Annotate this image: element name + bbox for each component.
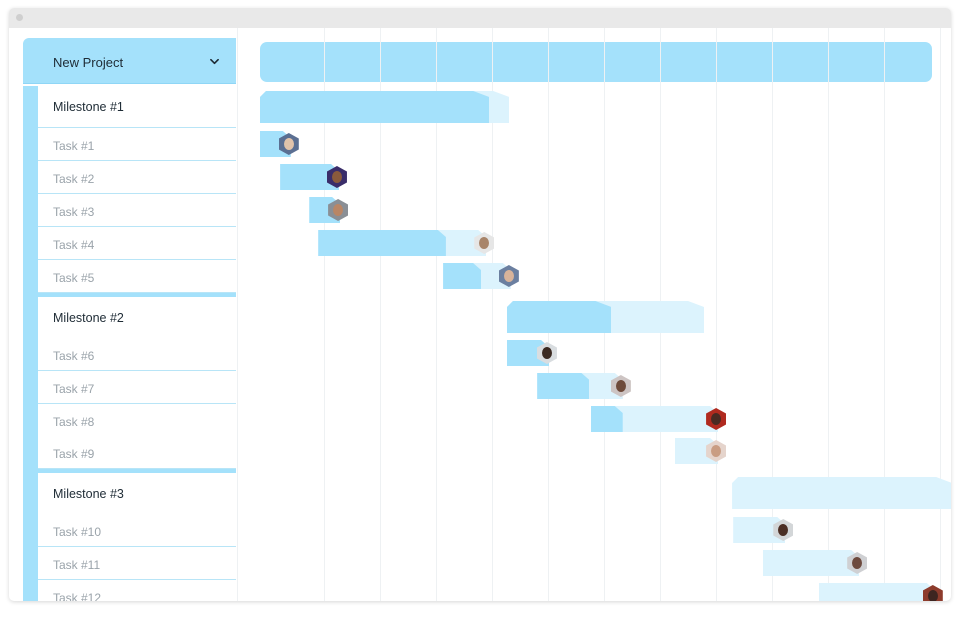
- bar-track: [819, 583, 935, 601]
- milestone-bar[interactable]: [260, 91, 509, 123]
- assignee-avatar[interactable]: [706, 408, 727, 430]
- task-label: Task #7: [53, 382, 95, 396]
- avatar-face: [927, 590, 938, 601]
- group-separator: [38, 469, 236, 473]
- task-label: Task #9: [53, 447, 95, 461]
- timeline-gridline: [716, 28, 717, 601]
- bar-track: [732, 477, 951, 509]
- avatar-face: [541, 347, 552, 359]
- window-control-dot[interactable]: [16, 14, 23, 21]
- avatar-face: [852, 557, 863, 569]
- avatar-face: [615, 380, 626, 392]
- timeline-chart: [237, 28, 951, 601]
- task-bar[interactable]: [819, 583, 935, 601]
- timeline-gridline: [324, 28, 325, 601]
- task-label: Task #4: [53, 238, 95, 252]
- avatar-face: [479, 237, 490, 249]
- task-row[interactable]: Task #4: [38, 227, 236, 260]
- app-window: New Project Milestone #1 Task #1 Task #2…: [9, 8, 951, 601]
- timeline-border: [237, 28, 238, 601]
- assignee-avatar[interactable]: [773, 519, 794, 541]
- milestone-row[interactable]: Milestone #2: [38, 297, 236, 339]
- task-row[interactable]: Task #12: [38, 580, 236, 601]
- avatar-face: [778, 524, 789, 536]
- task-label: Task #12: [53, 591, 102, 601]
- task-bar[interactable]: [591, 406, 718, 432]
- task-label: Task #10: [53, 525, 102, 539]
- timeline-gridline: [436, 28, 437, 601]
- assignee-avatar[interactable]: [278, 133, 299, 155]
- task-bar[interactable]: [763, 550, 859, 576]
- task-row[interactable]: Task #9: [38, 436, 236, 469]
- task-bar[interactable]: [507, 340, 549, 366]
- task-row[interactable]: Task #6: [38, 338, 236, 371]
- task-bar[interactable]: [280, 164, 339, 190]
- timeline-gridline: [492, 28, 493, 601]
- assignee-avatar[interactable]: [536, 342, 557, 364]
- milestone-label: Milestone #1: [53, 100, 124, 114]
- project-title: New Project: [53, 55, 124, 70]
- milestone-bar[interactable]: [732, 477, 951, 509]
- assignee-avatar[interactable]: [922, 585, 943, 601]
- assignee-avatar[interactable]: [326, 166, 347, 188]
- task-row[interactable]: Task #7: [38, 371, 236, 404]
- task-label: Task #8: [53, 415, 95, 429]
- task-sidebar: New Project Milestone #1 Task #1 Task #2…: [23, 38, 236, 601]
- bar-progress: [443, 263, 481, 289]
- avatar-face: [331, 171, 342, 183]
- timeline-gridline: [772, 28, 773, 601]
- title-bar: [9, 8, 951, 28]
- bar-progress: [591, 406, 623, 432]
- task-row[interactable]: Task #1: [38, 128, 236, 161]
- task-row[interactable]: Task #8: [38, 404, 236, 437]
- chevron-down-icon[interactable]: [210, 57, 219, 66]
- timeline-gridline: [380, 28, 381, 601]
- project-summary-bar[interactable]: [260, 42, 932, 82]
- task-row[interactable]: Task #11: [38, 547, 236, 580]
- bar-progress: [537, 373, 589, 399]
- task-label: Task #1: [53, 139, 95, 153]
- task-row[interactable]: Task #3: [38, 194, 236, 227]
- task-bar[interactable]: [318, 230, 486, 256]
- assignee-avatar[interactable]: [474, 232, 495, 254]
- assignee-avatar[interactable]: [498, 265, 519, 287]
- gantt-view: New Project Milestone #1 Task #1 Task #2…: [9, 28, 951, 601]
- avatar-face: [283, 138, 294, 150]
- avatar-face: [333, 204, 344, 216]
- milestone-label: Milestone #2: [53, 311, 124, 325]
- bar-progress: [318, 230, 446, 256]
- project-selector[interactable]: New Project: [23, 38, 236, 84]
- assignee-avatar[interactable]: [328, 199, 349, 221]
- bar-progress: [260, 91, 489, 123]
- task-label: Task #5: [53, 271, 95, 285]
- project-accent-bar: [23, 86, 38, 601]
- assignee-avatar[interactable]: [706, 440, 727, 462]
- task-row[interactable]: Task #2: [38, 161, 236, 194]
- task-bar[interactable]: [443, 263, 511, 289]
- task-label: Task #3: [53, 205, 95, 219]
- timeline-gridline: [828, 28, 829, 601]
- milestone-label: Milestone #3: [53, 487, 124, 501]
- task-bar[interactable]: [537, 373, 623, 399]
- avatar-face: [711, 413, 722, 425]
- timeline-gridline: [884, 28, 885, 601]
- avatar-face: [711, 445, 722, 457]
- assignee-avatar[interactable]: [610, 375, 631, 397]
- group-separator: [38, 293, 236, 297]
- task-row[interactable]: Task #5: [38, 260, 236, 293]
- avatar-face: [503, 270, 514, 282]
- milestone-row[interactable]: Milestone #3: [38, 473, 236, 515]
- bar-progress: [507, 301, 611, 333]
- milestone-row[interactable]: Milestone #1: [38, 86, 236, 128]
- assignee-avatar[interactable]: [847, 552, 868, 574]
- task-label: Task #6: [53, 349, 95, 363]
- timeline-gridline: [940, 28, 941, 601]
- milestone-bar[interactable]: [507, 301, 704, 333]
- task-label: Task #11: [53, 558, 101, 572]
- task-label: Task #2: [53, 172, 95, 186]
- bar-track: [763, 550, 859, 576]
- task-row[interactable]: Task #10: [38, 514, 236, 547]
